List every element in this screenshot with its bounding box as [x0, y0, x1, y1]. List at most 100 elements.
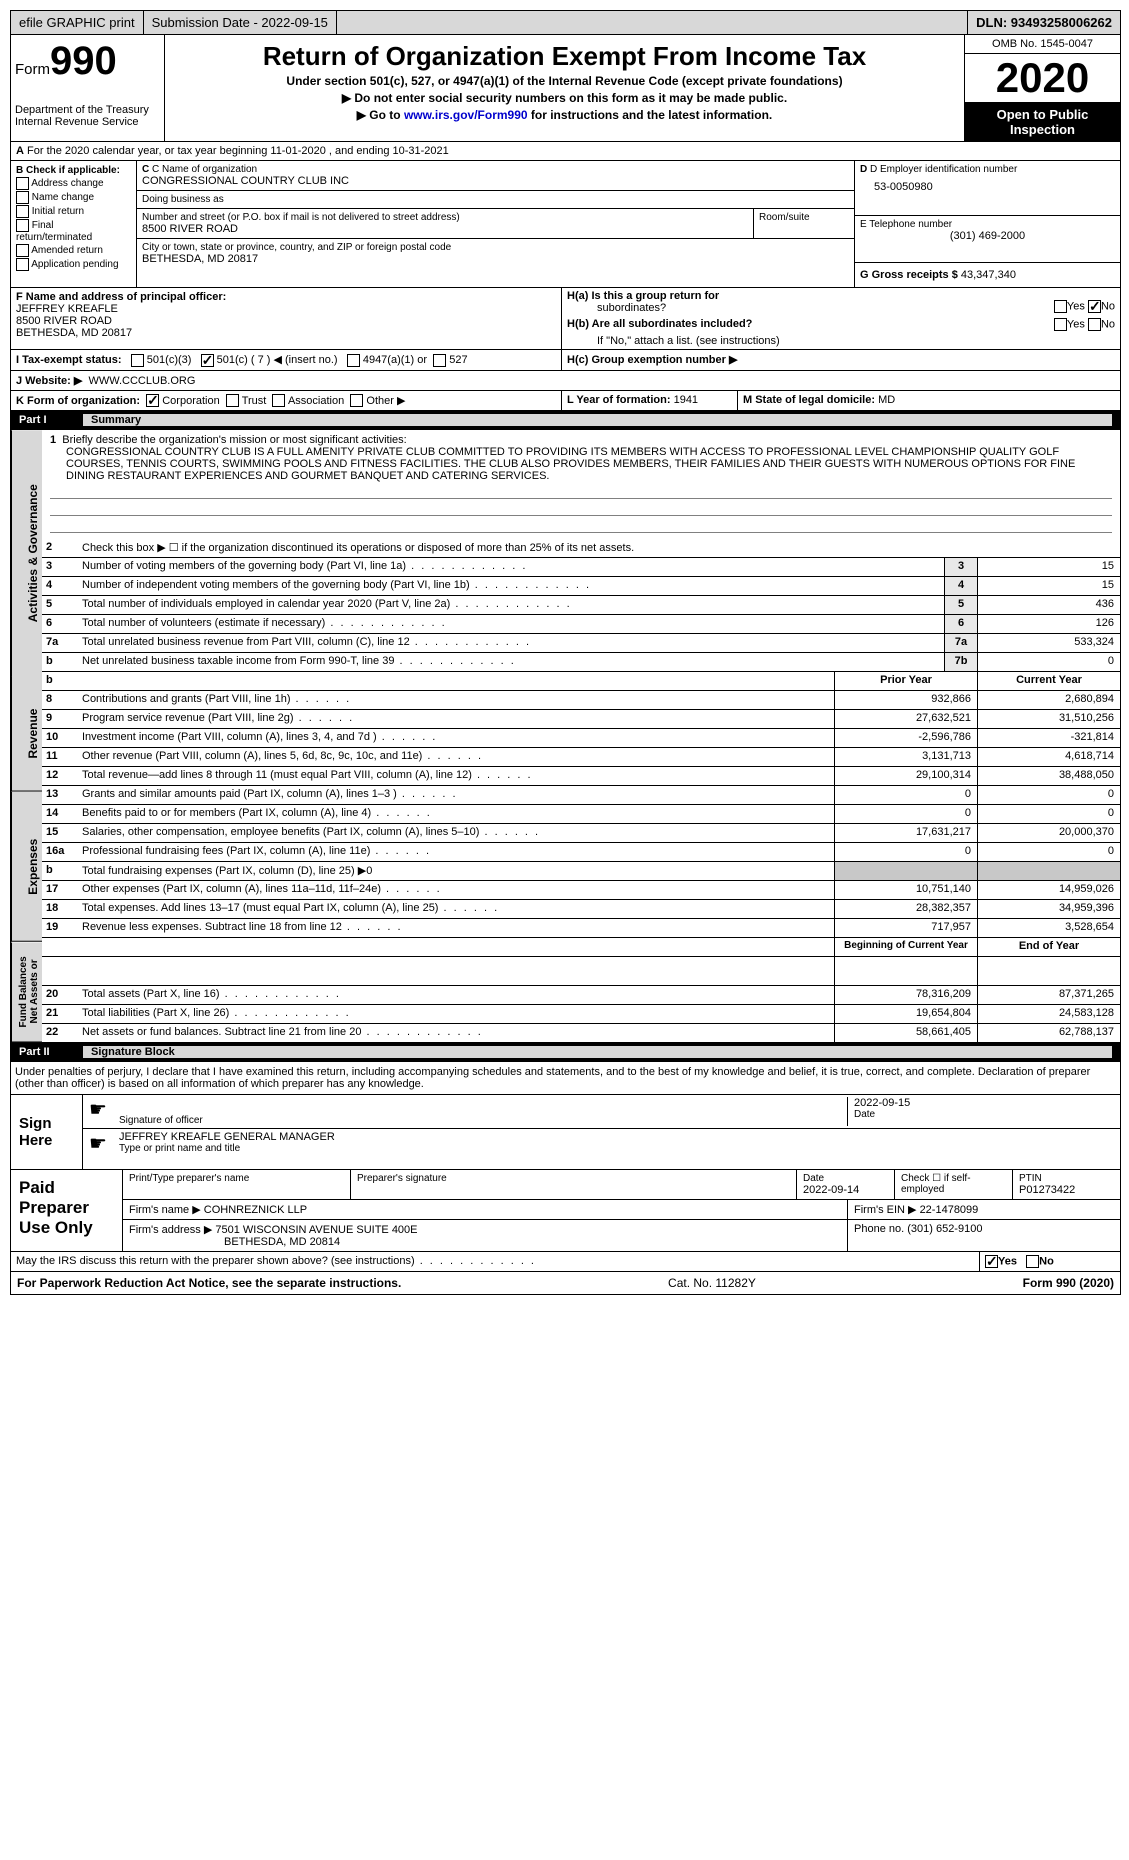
year-formation: 1941: [674, 394, 698, 406]
checkbox-ha-yes[interactable]: [1054, 300, 1067, 313]
checkbox-4947[interactable]: [347, 354, 360, 367]
vlabel-activities: Activities & Governance: [11, 430, 42, 677]
ein: 53-0050980: [860, 175, 1115, 193]
firm-city: BETHESDA, MD 20814: [129, 1236, 841, 1248]
efile-label: efile GRAPHIC print: [11, 11, 144, 34]
summary-row: 4Number of independent voting members of…: [42, 577, 1120, 596]
title-cell: Return of Organization Exempt From Incom…: [165, 35, 964, 141]
street-address: 8500 RIVER ROAD: [142, 223, 748, 235]
col-c: C C Name of organization CONGRESSIONAL C…: [137, 161, 855, 287]
col-headers-revenue: b Prior Year Current Year: [42, 672, 1120, 691]
city-state-zip: BETHESDA, MD 20817: [142, 253, 849, 265]
dln: DLN: 93493258006262: [967, 11, 1120, 34]
declaration: Under penalties of perjury, I declare th…: [11, 1062, 1120, 1094]
summary-row: 17Other expenses (Part IX, column (A), l…: [42, 881, 1120, 900]
officer-addr2: BETHESDA, MD 20817: [16, 327, 556, 339]
summary-row: 5Total number of individuals employed in…: [42, 596, 1120, 615]
instruction-line2: ▶ Go to www.irs.gov/Form990 for instruct…: [169, 108, 960, 122]
summary-row: 11Other revenue (Part VIII, column (A), …: [42, 748, 1120, 767]
org-name: CONGRESSIONAL COUNTRY CLUB INC: [142, 175, 849, 187]
paid-preparer-block: Paid Preparer Use Only Print/Type prepar…: [11, 1170, 1120, 1252]
section-a: A For the 2020 calendar year, or tax yea…: [11, 142, 1120, 161]
tax-year: 2020: [965, 54, 1120, 103]
firm-ein: 22-1478099: [920, 1204, 979, 1216]
open-to-public: Open to Public Inspection: [965, 103, 1120, 141]
summary-row: 12Total revenue—add lines 8 through 11 (…: [42, 767, 1120, 786]
form-number: 990: [50, 39, 117, 83]
col-de: D D Employer identification number 53-00…: [855, 161, 1120, 287]
summary-row: 14Benefits paid to or for members (Part …: [42, 805, 1120, 824]
checkbox-hb-no[interactable]: [1088, 318, 1101, 331]
summary-row: 13Grants and similar amounts paid (Part …: [42, 786, 1120, 805]
checkbox-501c[interactable]: [201, 354, 214, 367]
checkbox-527[interactable]: [433, 354, 446, 367]
col-headers-na: Beginning of Current Year End of Year: [42, 938, 1120, 957]
year-cell: OMB No. 1545-0047 2020 Open to Public In…: [964, 35, 1120, 141]
firm-phone: (301) 652-9100: [907, 1223, 982, 1235]
checkbox-ha-no[interactable]: [1088, 300, 1101, 313]
summary-row: 19Revenue less expenses. Subtract line 1…: [42, 919, 1120, 938]
page-footer: For Paperwork Reduction Act Notice, see …: [11, 1272, 1120, 1294]
gross-receipts: 43,347,340: [961, 269, 1016, 281]
state-domicile: MD: [878, 394, 895, 406]
summary-row: 16aProfessional fundraising fees (Part I…: [42, 843, 1120, 862]
vlabel-netassets: Net Assets or Fund Balances: [11, 942, 42, 1042]
checkbox-hb-yes[interactable]: [1054, 318, 1067, 331]
sign-here-block: Sign Here ☛ Signature of officer 2022-09…: [11, 1094, 1120, 1170]
part1-header: Part I Summary: [11, 411, 1120, 430]
checkbox-initial-return[interactable]: [16, 205, 29, 218]
sig-date: 2022-09-15: [854, 1097, 1114, 1109]
summary-row: 7aTotal unrelated business revenue from …: [42, 634, 1120, 653]
mission-block: 1 Briefly describe the organization's mi…: [42, 430, 1120, 539]
summary-section: Activities & Governance Revenue Expenses…: [11, 430, 1120, 1043]
officer-printed-name: JEFFREY KREAFLE GENERAL MANAGER: [119, 1131, 1114, 1143]
summary-row: bTotal fundraising expenses (Part IX, co…: [42, 862, 1120, 881]
website: WWW.CCCLUB.ORG: [88, 375, 195, 387]
officer-name: JEFFREY KREAFLE: [16, 303, 556, 315]
summary-row: 18Total expenses. Add lines 13–17 (must …: [42, 900, 1120, 919]
form-label: Form: [15, 61, 50, 78]
summary-body: 1 Briefly describe the organization's mi…: [42, 430, 1120, 1042]
summary-row: 3Number of voting members of the governi…: [42, 558, 1120, 577]
checkbox-discuss-no[interactable]: [1026, 1255, 1039, 1268]
checkbox-name-change[interactable]: [16, 191, 29, 204]
summary-row: 9Program service revenue (Part VIII, lin…: [42, 710, 1120, 729]
checkbox-other[interactable]: [350, 394, 363, 407]
firm-address: 7501 WISCONSIN AVENUE SUITE 400E: [215, 1224, 417, 1236]
col-b-checkboxes: B Check if applicable: Address change Na…: [11, 161, 137, 287]
section-klm: K Form of organization: Corporation Trus…: [11, 391, 1120, 412]
form-990-page: efile GRAPHIC print Submission Date - 20…: [10, 10, 1121, 1295]
dept-treasury: Department of the Treasury Internal Reve…: [15, 104, 160, 128]
summary-row: 22Net assets or fund balances. Subtract …: [42, 1024, 1120, 1042]
info-block: B Check if applicable: Address change Na…: [11, 161, 1120, 288]
checkbox-corporation[interactable]: [146, 394, 159, 407]
vlabel-revenue: Revenue: [11, 677, 42, 792]
phone: (301) 469-2000: [860, 230, 1115, 242]
officer-addr1: 8500 RIVER ROAD: [16, 315, 556, 327]
ptin: P01273422: [1019, 1184, 1114, 1196]
checkbox-address-change[interactable]: [16, 177, 29, 190]
checkbox-amended-return[interactable]: [16, 244, 29, 257]
mission-text: CONGRESSIONAL COUNTRY CLUB IS A FULL AME…: [50, 446, 1112, 482]
instruction-line1: ▶ Do not enter social security numbers o…: [169, 91, 960, 105]
firm-name: COHNREZNICK LLP: [204, 1204, 307, 1216]
summary-row: 10Investment income (Part VIII, column (…: [42, 729, 1120, 748]
omb-number: OMB No. 1545-0047: [965, 35, 1120, 54]
preparer-date: 2022-09-14: [803, 1184, 888, 1196]
form-header: Form990 Department of the Treasury Inter…: [11, 35, 1120, 142]
form-title: Return of Organization Exempt From Incom…: [169, 41, 960, 72]
summary-row: 21Total liabilities (Part X, line 26)19,…: [42, 1005, 1120, 1024]
checkbox-trust[interactable]: [226, 394, 239, 407]
checkbox-discuss-yes[interactable]: [985, 1255, 998, 1268]
summary-row: 6Total number of volunteers (estimate if…: [42, 615, 1120, 634]
summary-row: 8Contributions and grants (Part VIII, li…: [42, 691, 1120, 710]
form-subtitle: Under section 501(c), 527, or 4947(a)(1)…: [169, 74, 960, 88]
checkbox-association[interactable]: [272, 394, 285, 407]
checkbox-final-return[interactable]: [16, 219, 29, 232]
summary-row: bNet unrelated business taxable income f…: [42, 653, 1120, 672]
section-h: H(a) Is this a group return for subordin…: [562, 288, 1120, 349]
checkbox-501c3[interactable]: [131, 354, 144, 367]
discuss-row: May the IRS discuss this return with the…: [11, 1252, 1120, 1272]
irs-link[interactable]: www.irs.gov/Form990: [404, 108, 528, 122]
checkbox-application-pending[interactable]: [16, 258, 29, 271]
